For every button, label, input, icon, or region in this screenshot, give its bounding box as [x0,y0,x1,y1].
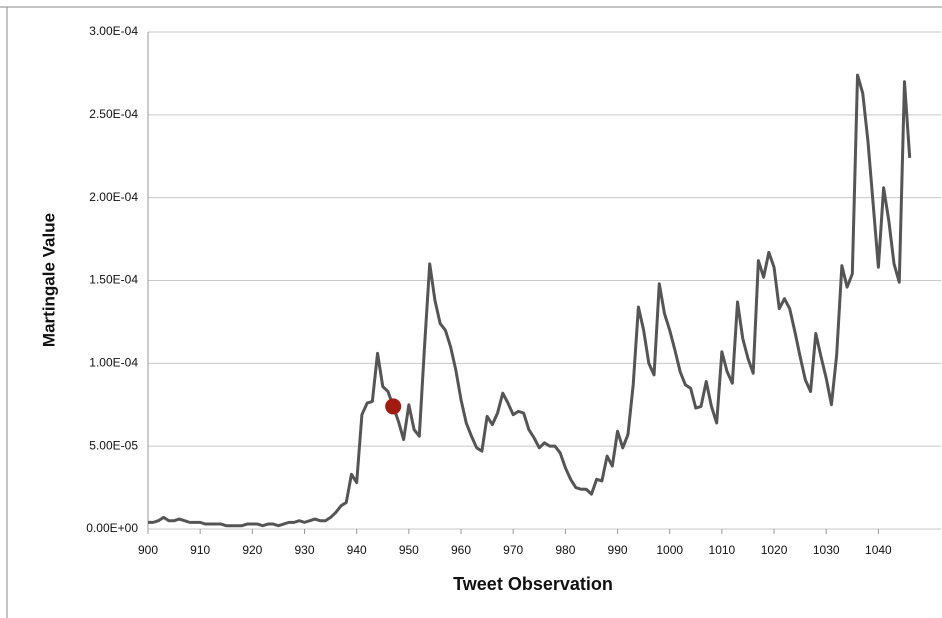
x-tick-label: 980 [555,543,575,557]
y-tick-label: 3.00E-04 [89,24,138,38]
x-tick-label: 1010 [709,543,736,557]
y-axis-title: Martingale Value [39,213,58,347]
x-tick-label: 990 [608,543,628,557]
x-tick-label: 1020 [761,543,788,557]
x-tick-label: 1030 [813,543,840,557]
x-tick-label: 1000 [656,543,683,557]
data-line [148,73,912,528]
x-axis-title: Tweet Observation [453,574,613,594]
y-tick-label: 2.50E-04 [89,107,138,121]
x-tick-label: 920 [242,543,262,557]
x-tick-label: 950 [399,543,419,557]
y-tick-label: 2.00E-04 [89,190,138,204]
y-tick-label: 1.00E-04 [89,356,138,370]
x-tick-label: 1040 [865,543,892,557]
x-tick-label: 960 [451,543,471,557]
x-tick-label: 940 [347,543,367,557]
highlight-point [385,398,402,415]
y-tick-label: 0.00E+00 [86,521,138,535]
x-tick-label: 970 [503,543,523,557]
x-tick-label: 930 [294,543,314,557]
y-tick-label: 5.00E-05 [89,438,138,452]
x-tick-label: 900 [138,543,158,557]
x-tick-label: 910 [190,543,210,557]
y-tick-label: 1.50E-04 [89,273,138,287]
